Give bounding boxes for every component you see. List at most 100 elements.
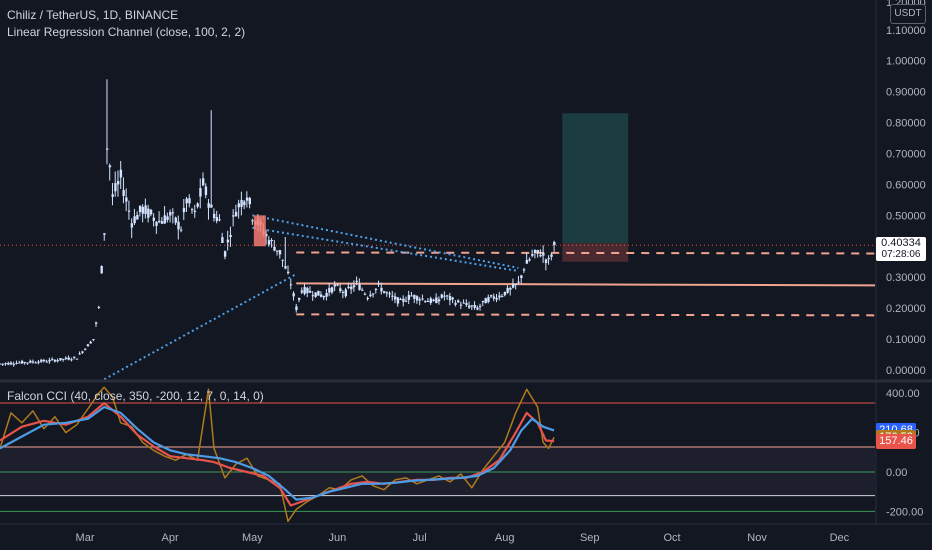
candle-body — [470, 305, 474, 307]
currency-button[interactable]: USDT — [890, 4, 926, 24]
candle-body — [207, 203, 210, 208]
candle-body — [0, 363, 2, 365]
price-axis-tick: 0.70000 — [886, 148, 926, 160]
cci-pane[interactable] — [0, 386, 875, 523]
support-level-line — [296, 251, 876, 255]
candle-body — [481, 300, 485, 303]
candle-body — [300, 290, 304, 293]
candle-body — [276, 250, 279, 252]
candle-body — [103, 233, 106, 235]
candle-body — [380, 287, 383, 292]
candle-body — [105, 148, 109, 150]
candle-body — [319, 294, 323, 297]
candle-body — [26, 362, 29, 364]
candle-body — [317, 290, 320, 296]
cci-value-tag: 157.46 — [876, 433, 916, 449]
symbol-legend[interactable]: Chiliz / TetherUS, 1D, BINANCE — [7, 8, 179, 22]
time-axis-tick: Nov — [747, 532, 767, 544]
candle-body — [100, 266, 103, 274]
candle-body — [432, 299, 435, 301]
candle-body — [45, 361, 49, 363]
price-axis-tick: 0.10000 — [886, 334, 926, 346]
candle-body — [495, 297, 498, 300]
candle-body — [270, 239, 273, 241]
candle-body — [265, 234, 268, 237]
candle-body — [303, 286, 306, 294]
candle-body — [248, 197, 252, 205]
candle-body — [237, 203, 241, 208]
candle-body — [479, 305, 482, 307]
candle-body — [311, 295, 315, 297]
price-axis-tick: 0.60000 — [886, 179, 926, 191]
candle-body — [366, 297, 369, 299]
candle-body — [243, 201, 246, 206]
candle-body — [539, 255, 542, 257]
candle-body — [393, 296, 397, 300]
candle-body — [511, 283, 515, 288]
candles — [0, 79, 556, 367]
candle-body — [457, 300, 460, 303]
candle-body — [149, 209, 153, 215]
candle-body — [64, 357, 68, 360]
candle-body — [97, 306, 101, 308]
cci-axis-tick: 400.00 — [886, 388, 920, 400]
candle-body — [448, 296, 452, 301]
candle-body — [70, 359, 73, 361]
candle-body — [454, 302, 457, 305]
cci-axis[interactable]: 400.00200.000.00-200.00 — [886, 388, 923, 518]
candle-body — [284, 266, 287, 269]
indicator-legend[interactable]: Linear Regression Channel (close, 100, 2… — [7, 25, 246, 39]
candle-body — [297, 298, 301, 300]
candle-body — [278, 250, 282, 255]
time-axis-tick: Sep — [580, 532, 600, 544]
candle-body — [56, 360, 60, 362]
candle-body — [289, 284, 293, 286]
candle-body — [503, 291, 507, 296]
candle-body — [20, 360, 24, 364]
candle-body — [292, 293, 295, 297]
candle-body — [251, 220, 254, 222]
candle-body — [407, 295, 411, 300]
support-level-line — [296, 282, 876, 287]
candle-body — [144, 205, 147, 215]
price-axis-tick: 0.50000 — [886, 210, 926, 222]
candle-body — [221, 237, 224, 243]
price-axis-tick: 0.00000 — [886, 365, 926, 377]
candle-body — [295, 306, 298, 310]
candle-body — [553, 242, 556, 246]
candle-body — [122, 190, 125, 196]
candle-body — [462, 302, 465, 304]
candle-body — [410, 295, 413, 297]
candle-body — [550, 254, 553, 257]
cci-legend[interactable]: Falcon CCI (40, close, 350, -200, 12, 7,… — [7, 389, 264, 403]
candle-body — [111, 194, 114, 197]
candle-body — [402, 298, 405, 302]
price-axis[interactable]: 1.10000 1.00000 0.90000 0.80000 0.70000 0.600… — [886, 0, 926, 377]
candle-body — [536, 250, 540, 253]
candle-body — [498, 295, 501, 298]
candle-body — [421, 298, 424, 300]
price-pane[interactable] — [0, 79, 876, 381]
time-axis-tick: Apr — [162, 532, 179, 544]
candle-body — [350, 286, 353, 290]
candle-body — [37, 361, 40, 363]
candle-body — [226, 239, 230, 243]
time-axis-tick: Dec — [830, 532, 850, 544]
candle-body — [180, 229, 183, 231]
price-axis-tick: 0.90000 — [886, 87, 926, 99]
candle-body — [95, 322, 98, 324]
candle-body — [385, 292, 389, 294]
time-axis-tick: Mar — [76, 532, 95, 544]
candle-body — [388, 293, 391, 295]
candle-body — [328, 287, 331, 293]
candle-body — [130, 223, 134, 228]
candle-body — [234, 211, 238, 217]
candle-body — [89, 341, 92, 344]
candle-body — [451, 297, 455, 300]
candle-body — [163, 215, 166, 224]
candle-body — [355, 280, 358, 282]
candle-body — [223, 251, 227, 257]
candle-body — [517, 281, 520, 283]
